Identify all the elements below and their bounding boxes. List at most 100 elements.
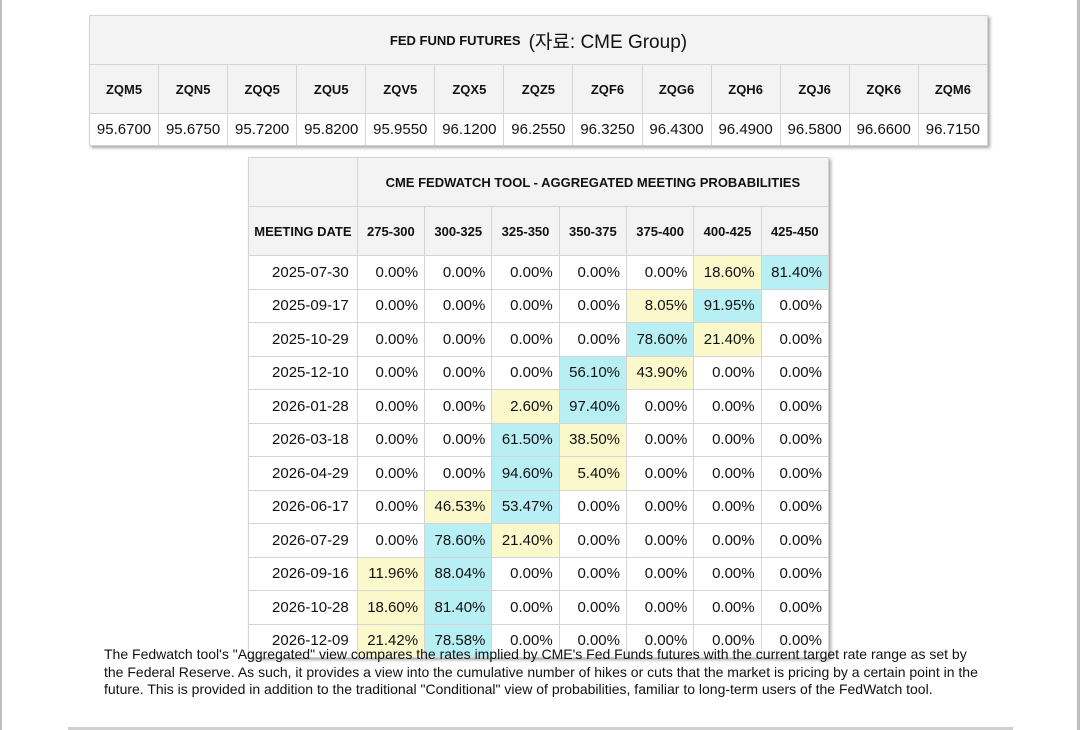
- probability-cell: 0.00%: [558, 255, 628, 290]
- table-row: 2025-10-29 0.00% 0.00% 0.00% 0.00% 78.60% 21.4…: [248, 322, 830, 357]
- futures-header-row: ZQM5 ZQN5 ZQQ5 ZQU5 ZQV5 ZQX5 ZQZ5 ZQF6 …: [88, 64, 989, 114]
- probability-cell: 0.00%: [625, 556, 695, 591]
- meeting-date-cell: 2025-12-10: [248, 355, 358, 390]
- probability-cell: 0.00%: [424, 422, 493, 457]
- probability-cell: 0.00%: [558, 523, 628, 558]
- page-edge-right: [1077, 0, 1080, 730]
- futures-price-cell: 95.7200: [227, 113, 298, 146]
- meeting-date-cell: 2026-07-29: [248, 523, 358, 558]
- futures-contract-header: ZQM6: [917, 64, 989, 114]
- futures-price-cell: 96.2550: [503, 113, 574, 146]
- probability-cell: 0.00%: [424, 389, 493, 424]
- probability-cell: 81.40%: [760, 255, 830, 290]
- table-row: 2026-09-16 11.96% 88.04% 0.00% 0.00% 0.00% 0.0…: [248, 556, 830, 591]
- futures-contract-header: ZQN5: [158, 64, 229, 114]
- futures-contract-header: ZQM5: [88, 64, 160, 114]
- fedwatch-title-blank: [248, 157, 358, 207]
- probability-cell: 0.00%: [760, 456, 830, 491]
- futures-contract-header: ZQZ5: [503, 64, 574, 114]
- meeting-date-cell: 2026-12-09: [248, 623, 358, 658]
- probability-cell: 0.00%: [558, 623, 628, 658]
- table-row: 2025-07-30 0.00% 0.00% 0.00% 0.00% 0.00% 18.60…: [248, 255, 830, 290]
- rate-bucket-header: 425-450: [760, 206, 830, 256]
- probability-cell: 78.58%: [424, 623, 493, 658]
- probability-cell: 0.00%: [356, 523, 426, 558]
- probability-cell: 0.00%: [424, 322, 493, 357]
- meeting-date-cell: 2025-07-30: [248, 255, 358, 290]
- probability-cell: 0.00%: [760, 489, 830, 524]
- probability-cell: 21.40%: [693, 322, 762, 357]
- probability-cell: 0.00%: [693, 456, 762, 491]
- probability-cell: 0.00%: [693, 422, 762, 457]
- table-row: 2026-04-29 0.00% 0.00% 94.60% 5.40% 0.00% 0.00…: [248, 456, 830, 491]
- probability-cell: 0.00%: [625, 255, 695, 290]
- page-edge-bottom: [68, 727, 1013, 730]
- futures-title: FED FUND FUTURES: [389, 32, 521, 48]
- probability-cell: 0.00%: [760, 389, 830, 424]
- futures-contract-header: ZQG6: [641, 64, 712, 114]
- probability-cell: 0.00%: [625, 523, 695, 558]
- probability-cell: 0.00%: [693, 489, 762, 524]
- futures-contract-header: ZQJ6: [779, 64, 850, 114]
- probability-cell: 0.00%: [491, 623, 560, 658]
- futures-price-cell: 95.9550: [365, 113, 436, 146]
- probability-cell: 0.00%: [693, 556, 762, 591]
- futures-price-cell: 96.5800: [779, 113, 850, 146]
- futures-price-cell: 96.6600: [848, 113, 919, 146]
- meeting-date-cell: 2025-10-29: [248, 322, 358, 357]
- probability-cell: 56.10%: [558, 355, 628, 390]
- table-row: 2025-09-17 0.00% 0.00% 0.00% 0.00% 8.05% 91.95…: [248, 288, 830, 323]
- meeting-date-cell: 2025-09-17: [248, 288, 358, 323]
- futures-contract-header: ZQX5: [434, 64, 505, 114]
- probability-cell: 0.00%: [693, 523, 762, 558]
- probability-cell: 97.40%: [558, 389, 628, 424]
- probability-cell: 94.60%: [491, 456, 560, 491]
- meeting-date-cell: 2026-06-17: [248, 489, 358, 524]
- probability-cell: 21.40%: [491, 523, 560, 558]
- probability-cell: 0.00%: [760, 523, 830, 558]
- fedwatch-header-row: MEETING DATE 275-300 300-325 325-350 350…: [248, 206, 830, 256]
- probability-cell: 8.05%: [625, 288, 695, 323]
- probability-cell: 0.00%: [558, 556, 628, 591]
- futures-price-cell: 95.6750: [158, 113, 229, 146]
- fedwatch-title-row: CME FEDWATCH TOOL - AGGREGATED MEETING P…: [248, 157, 830, 207]
- futures-price-cell: 95.6700: [88, 113, 160, 146]
- futures-source: (자료: CME Group): [528, 31, 688, 53]
- probability-cell: 46.53%: [424, 489, 493, 524]
- futures-contract-header: ZQQ5: [227, 64, 298, 114]
- futures-contract-header: ZQF6: [572, 64, 643, 114]
- fed-fund-futures-table: FED FUND FUTURES (자료: CME Group) ZQM5 ZQN…: [88, 15, 989, 146]
- table-row: 2026-06-17 0.00% 46.53% 53.47% 0.00% 0.00% 0.0…: [248, 489, 830, 524]
- probability-cell: 88.04%: [424, 556, 493, 591]
- futures-contract-header: ZQH6: [710, 64, 781, 114]
- meeting-date-cell: 2026-10-28: [248, 590, 358, 625]
- futures-contract-header: ZQV5: [365, 64, 436, 114]
- probability-cell: 0.00%: [558, 590, 628, 625]
- probability-cell: 0.00%: [625, 489, 695, 524]
- probability-cell: 0.00%: [356, 288, 426, 323]
- probability-cell: 0.00%: [558, 489, 628, 524]
- probability-cell: 0.00%: [356, 456, 426, 491]
- probability-cell: 38.50%: [558, 422, 628, 457]
- probability-cell: 0.00%: [625, 590, 695, 625]
- futures-price-row: 95.6700 95.6750 95.7200 95.8200 95.9550 …: [88, 113, 989, 146]
- probability-cell: 0.00%: [760, 288, 830, 323]
- probability-cell: 91.95%: [693, 288, 762, 323]
- probability-cell: 0.00%: [693, 623, 762, 658]
- probability-cell: 0.00%: [424, 355, 493, 390]
- probability-cell: 61.50%: [491, 422, 560, 457]
- futures-title-cell: FED FUND FUTURES (자료: CME Group): [89, 15, 988, 65]
- rate-bucket-header: 375-400: [625, 206, 695, 256]
- probability-cell: 18.60%: [693, 255, 762, 290]
- probability-cell: 0.00%: [356, 489, 426, 524]
- table-row: 2025-12-10 0.00% 0.00% 0.00% 56.10% 43.90% 0.0…: [248, 355, 830, 390]
- table-row: 2026-07-29 0.00% 78.60% 21.40% 0.00% 0.00% 0.0…: [248, 523, 830, 558]
- probability-cell: 0.00%: [491, 322, 560, 357]
- probability-cell: 53.47%: [491, 489, 560, 524]
- probability-cell: 81.40%: [424, 590, 493, 625]
- rate-bucket-header: 300-325: [424, 206, 493, 256]
- probability-cell: 0.00%: [625, 422, 695, 457]
- probability-cell: 0.00%: [558, 322, 628, 357]
- probability-cell: 0.00%: [760, 355, 830, 390]
- rate-bucket-header: 350-375: [558, 206, 628, 256]
